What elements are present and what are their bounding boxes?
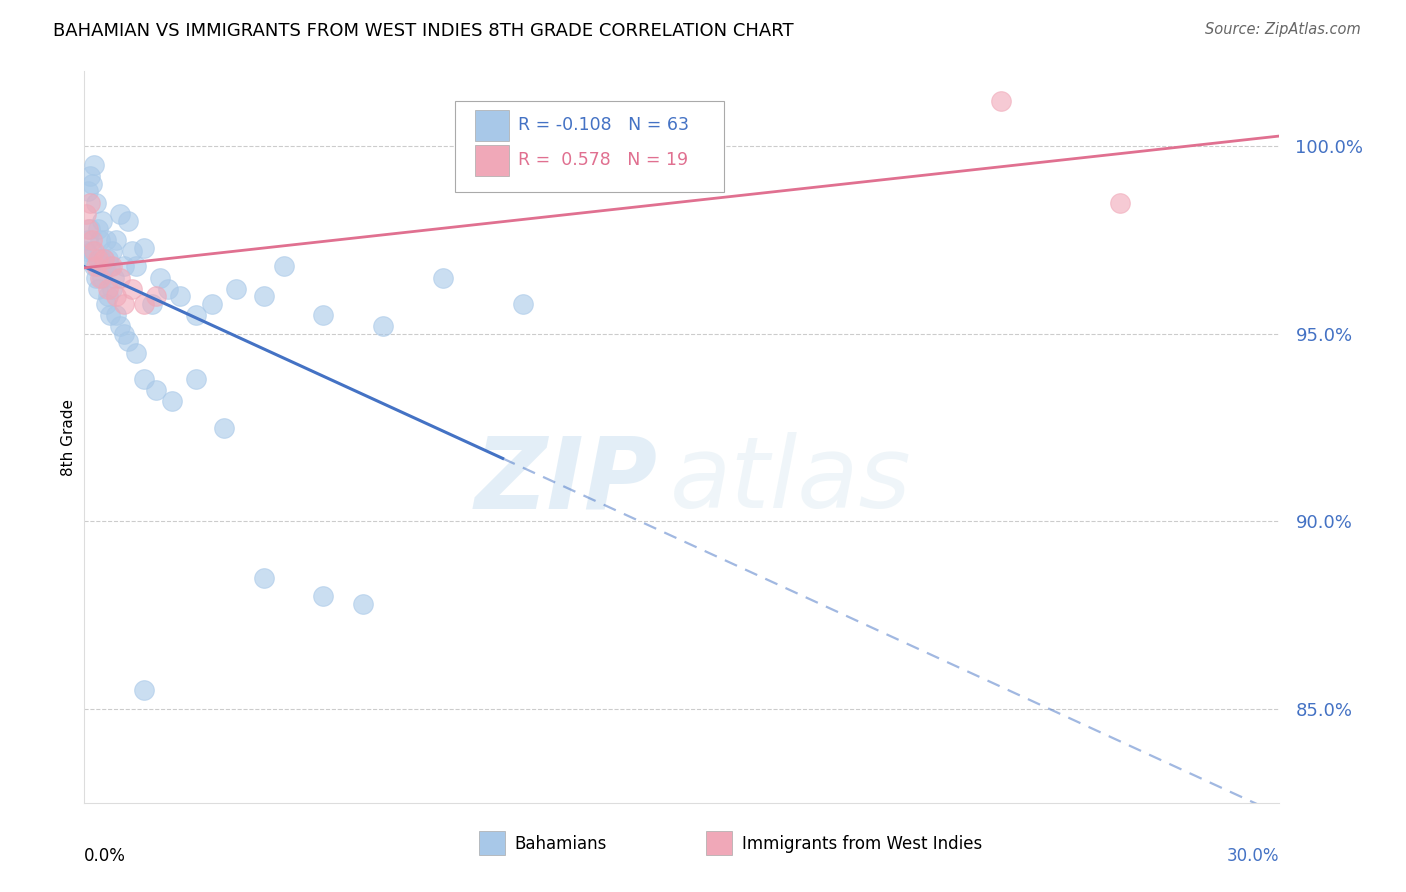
Point <box>373 319 395 334</box>
Point <box>83 158 105 172</box>
Point <box>101 244 124 259</box>
Point <box>101 260 124 274</box>
Point <box>91 270 114 285</box>
Point <box>110 270 132 285</box>
Point <box>105 308 128 322</box>
Point <box>145 289 167 303</box>
Point <box>117 334 139 349</box>
Point <box>201 297 224 311</box>
Point <box>89 270 111 285</box>
Point <box>105 289 128 303</box>
Point <box>96 297 118 311</box>
Bar <box>706 831 733 855</box>
Text: ZIP: ZIP <box>475 433 658 530</box>
Point <box>132 372 156 386</box>
Point <box>184 372 207 386</box>
Point <box>75 252 97 266</box>
Text: 0.0%: 0.0% <box>84 847 127 864</box>
Bar <box>479 831 505 855</box>
Point <box>91 214 114 228</box>
Point <box>132 241 156 255</box>
Point <box>82 233 104 247</box>
Point <box>253 289 276 303</box>
Point <box>98 308 121 322</box>
Point <box>82 244 104 259</box>
Point <box>312 308 335 322</box>
Point <box>87 282 110 296</box>
Point <box>117 214 139 228</box>
Point <box>132 297 156 311</box>
Text: BAHAMIAN VS IMMIGRANTS FROM WEST INDIES 8TH GRADE CORRELATION CHART: BAHAMIAN VS IMMIGRANTS FROM WEST INDIES … <box>53 22 794 40</box>
Point <box>75 207 97 221</box>
Point <box>169 289 191 303</box>
Point <box>253 571 276 585</box>
Point <box>96 233 118 247</box>
Point <box>432 270 454 285</box>
Point <box>103 270 125 285</box>
Point <box>312 590 335 604</box>
Point <box>77 222 100 236</box>
Point <box>77 185 100 199</box>
Point <box>141 297 163 311</box>
Point <box>83 244 105 259</box>
Text: R = -0.108   N = 63: R = -0.108 N = 63 <box>519 116 689 134</box>
Point <box>97 289 120 303</box>
Y-axis label: 8th Grade: 8th Grade <box>60 399 76 475</box>
Point <box>157 282 180 296</box>
Text: Immigrants from West Indies: Immigrants from West Indies <box>742 835 981 853</box>
Point <box>93 252 115 266</box>
Point <box>145 383 167 397</box>
Text: atlas: atlas <box>671 433 911 530</box>
FancyBboxPatch shape <box>456 101 724 192</box>
Point <box>77 233 100 247</box>
Point <box>75 244 97 259</box>
Point <box>512 297 534 311</box>
Point <box>125 345 148 359</box>
Point <box>86 260 108 274</box>
Point <box>79 195 101 210</box>
Point <box>87 252 110 266</box>
Point <box>149 270 172 285</box>
Point <box>98 260 121 274</box>
Point <box>125 260 148 274</box>
Point <box>86 195 108 210</box>
Point <box>273 260 295 274</box>
Point <box>184 308 207 322</box>
Point <box>89 233 111 247</box>
Point <box>160 394 183 409</box>
Text: Source: ZipAtlas.com: Source: ZipAtlas.com <box>1205 22 1361 37</box>
Point <box>97 282 120 296</box>
Point <box>1109 195 1132 210</box>
Point <box>110 207 132 221</box>
Point <box>352 597 374 611</box>
Point <box>212 420 235 434</box>
Point <box>101 282 124 296</box>
Point <box>112 326 135 341</box>
Point <box>86 270 108 285</box>
Text: Bahamians: Bahamians <box>515 835 607 853</box>
Bar <box>475 145 509 176</box>
Point <box>93 260 115 274</box>
Point <box>110 319 132 334</box>
Point <box>89 252 111 266</box>
Point <box>112 260 135 274</box>
Text: 30.0%: 30.0% <box>1227 847 1279 864</box>
Point <box>132 683 156 698</box>
Point <box>105 233 128 247</box>
Point <box>83 260 105 274</box>
Text: R =  0.578   N = 19: R = 0.578 N = 19 <box>519 151 689 169</box>
Point <box>82 177 104 191</box>
Point <box>79 222 101 236</box>
Point <box>97 252 120 266</box>
Point <box>112 297 135 311</box>
Point <box>121 244 143 259</box>
Point <box>79 169 101 184</box>
Bar <box>475 110 509 141</box>
Point <box>225 282 247 296</box>
Point <box>87 222 110 236</box>
Point <box>990 95 1012 109</box>
Point <box>93 252 115 266</box>
Point <box>121 282 143 296</box>
